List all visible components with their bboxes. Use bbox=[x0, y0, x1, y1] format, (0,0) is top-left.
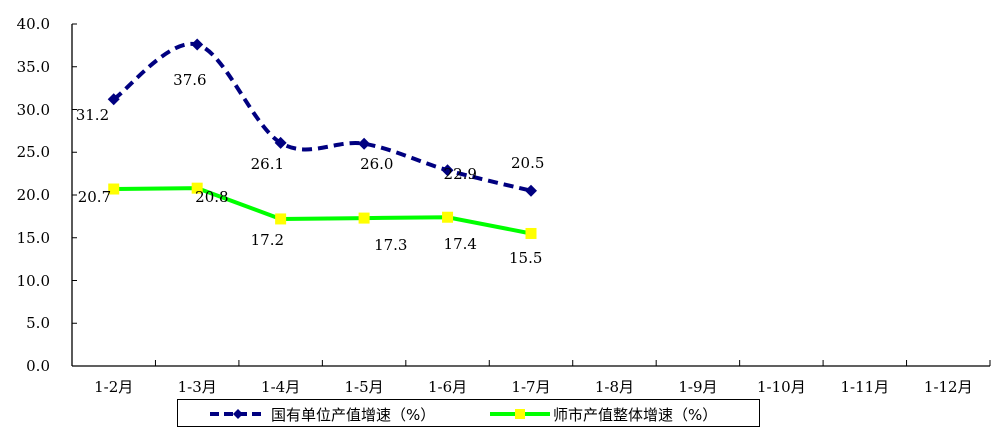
x-tick-label: 1-2月 bbox=[94, 378, 134, 396]
data-label: 37.6 bbox=[173, 70, 207, 89]
diamond-marker bbox=[274, 136, 287, 149]
x-tick-label: 1-11月 bbox=[840, 378, 890, 396]
data-label: 15.5 bbox=[509, 249, 543, 268]
series-lines bbox=[107, 38, 537, 239]
legend-label: 国有单位产值增速（%） bbox=[271, 405, 436, 424]
y-tick-label: 0.0 bbox=[26, 357, 50, 375]
data-label: 17.3 bbox=[374, 236, 408, 255]
square-marker bbox=[358, 212, 370, 224]
y-tick-label: 5.0 bbox=[26, 314, 50, 333]
x-tick-label: 1-8月 bbox=[594, 378, 635, 396]
data-label: 20.8 bbox=[195, 188, 229, 207]
square-marker bbox=[191, 182, 203, 194]
square-marker bbox=[442, 211, 454, 223]
x-tick-label: 1-7月 bbox=[511, 378, 551, 396]
square-marker bbox=[525, 227, 537, 239]
y-tick-label: 20.0 bbox=[16, 186, 50, 204]
y-tick-label: 35.0 bbox=[16, 57, 50, 76]
y-tick-label: 25.0 bbox=[16, 143, 50, 162]
axes bbox=[71, 23, 991, 367]
diamond-marker bbox=[358, 137, 371, 150]
data-label: 20.7 bbox=[77, 188, 112, 206]
data-label: 31.2 bbox=[75, 106, 110, 125]
legend-item-state-owned: 国有单位产值增速（%） bbox=[208, 404, 435, 424]
legend: 国有单位产值增速（%） 师市产值整体增速（%） bbox=[177, 399, 760, 427]
y-tick-label: 40.0 bbox=[16, 15, 50, 33]
diamond-marker bbox=[107, 93, 120, 106]
diamond-marker bbox=[525, 184, 537, 197]
legend-item-city-overall: 师市产值整体增速（%） bbox=[490, 404, 717, 424]
x-tick-label: 1-10月 bbox=[757, 378, 806, 396]
legend-label: 师市产值整体增速（%） bbox=[553, 405, 718, 424]
y-tick-label: 30.0 bbox=[16, 100, 50, 119]
green-square-line-icon bbox=[490, 409, 550, 419]
data-label: 17.2 bbox=[250, 230, 285, 249]
data-label: 26.1 bbox=[250, 154, 285, 173]
square-marker bbox=[275, 213, 287, 225]
series-line-city-overall bbox=[113, 186, 532, 236]
data-label: 20.5 bbox=[511, 153, 545, 172]
x-tick-label: 1-6月 bbox=[427, 378, 468, 396]
x-tick-label: 1-4月 bbox=[261, 378, 301, 396]
x-tick-label: 1-9月 bbox=[678, 378, 718, 396]
square-marker bbox=[108, 183, 120, 195]
diamond-marker bbox=[191, 38, 204, 51]
data-label: 22.9 bbox=[443, 165, 477, 184]
x-tick-label: 1-3月 bbox=[177, 378, 217, 396]
x-tick-label: 1-12月 bbox=[923, 378, 973, 396]
data-label: 17.4 bbox=[443, 235, 477, 254]
y-tick-label: 10.0 bbox=[16, 271, 50, 290]
x-tick-label: 1-5月 bbox=[344, 378, 384, 396]
diamond-marker bbox=[441, 164, 454, 177]
y-tick-label: 15.0 bbox=[16, 228, 50, 247]
dashed-diamond-line-icon bbox=[210, 409, 266, 419]
series-line-state-owned bbox=[112, 41, 532, 193]
data-label: 26.0 bbox=[360, 154, 394, 173]
